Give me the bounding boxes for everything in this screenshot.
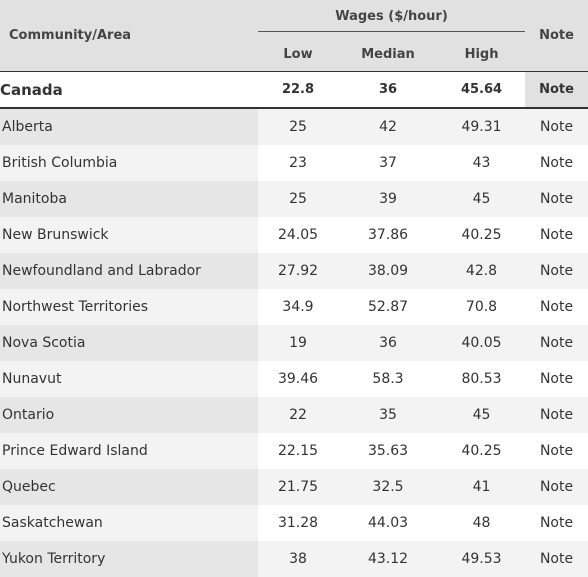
- high-cell: 48: [438, 505, 525, 541]
- median-cell: 58.3: [338, 361, 438, 397]
- high-cell: 41: [438, 469, 525, 505]
- area-cell: Quebec: [0, 469, 258, 505]
- high-cell: 45: [438, 397, 525, 433]
- note-link[interactable]: Note: [525, 541, 588, 577]
- low-cell: 27.92: [258, 253, 338, 289]
- area-cell: Saskatchewan: [0, 505, 258, 541]
- note-link[interactable]: Note: [525, 108, 588, 145]
- national-row: Canada 22.8 36 45.64 Note: [0, 72, 588, 109]
- low-cell: 19: [258, 325, 338, 361]
- low-cell: 22: [258, 397, 338, 433]
- national-area: Canada: [0, 72, 258, 109]
- header-high: High: [438, 38, 525, 72]
- national-high: 45.64: [438, 72, 525, 109]
- median-cell: 37.86: [338, 217, 438, 253]
- area-cell: Alberta: [0, 108, 258, 145]
- high-cell: 49.53: [438, 541, 525, 577]
- note-link[interactable]: Note: [525, 217, 588, 253]
- low-cell: 21.75: [258, 469, 338, 505]
- high-cell: 49.31: [438, 108, 525, 145]
- high-cell: 43: [438, 145, 525, 181]
- area-cell: Nova Scotia: [0, 325, 258, 361]
- area-cell: New Brunswick: [0, 217, 258, 253]
- low-cell: 39.46: [258, 361, 338, 397]
- low-cell: 31.28: [258, 505, 338, 541]
- median-cell: 43.12: [338, 541, 438, 577]
- median-cell: 35.63: [338, 433, 438, 469]
- low-cell: 23: [258, 145, 338, 181]
- note-link[interactable]: Note: [525, 469, 588, 505]
- national-low: 22.8: [258, 72, 338, 109]
- median-cell: 44.03: [338, 505, 438, 541]
- low-cell: 24.05: [258, 217, 338, 253]
- high-cell: 80.53: [438, 361, 525, 397]
- high-cell: 40.05: [438, 325, 525, 361]
- high-cell: 40.25: [438, 217, 525, 253]
- header-community-area: Community/Area: [0, 0, 258, 72]
- area-cell: Northwest Territories: [0, 289, 258, 325]
- median-cell: 35: [338, 397, 438, 433]
- median-cell: 42: [338, 108, 438, 145]
- area-cell: Nunavut: [0, 361, 258, 397]
- low-cell: 25: [258, 108, 338, 145]
- median-cell: 38.09: [338, 253, 438, 289]
- high-cell: 45: [438, 181, 525, 217]
- low-cell: 22.15: [258, 433, 338, 469]
- note-link[interactable]: Note: [525, 289, 588, 325]
- national-note-link[interactable]: Note: [525, 72, 588, 109]
- median-cell: 52.87: [338, 289, 438, 325]
- area-cell: British Columbia: [0, 145, 258, 181]
- area-cell: Newfoundland and Labrador: [0, 253, 258, 289]
- high-cell: 40.25: [438, 433, 525, 469]
- area-cell: Ontario: [0, 397, 258, 433]
- high-cell: 70.8: [438, 289, 525, 325]
- header-median: Median: [338, 38, 438, 72]
- area-cell: Yukon Territory: [0, 541, 258, 577]
- low-cell: 38: [258, 541, 338, 577]
- high-cell: 42.8: [438, 253, 525, 289]
- header-wages-group: Wages ($/hour): [258, 0, 525, 38]
- low-cell: 25: [258, 181, 338, 217]
- wages-table-container: Community/Area Wages ($/hour) Note Low M…: [0, 0, 588, 562]
- table-header: Community/Area Wages ($/hour) Note Low M…: [0, 0, 588, 72]
- area-cell: Prince Edward Island: [0, 433, 258, 469]
- note-link[interactable]: Note: [525, 505, 588, 541]
- median-cell: 37: [338, 145, 438, 181]
- area-cell: Manitoba: [0, 181, 258, 217]
- national-median: 36: [338, 72, 438, 109]
- note-link[interactable]: Note: [525, 433, 588, 469]
- header-wages-label: Wages ($/hour): [258, 9, 525, 32]
- low-cell: 34.9: [258, 289, 338, 325]
- note-link[interactable]: Note: [525, 145, 588, 181]
- header-note: Note: [525, 0, 588, 72]
- median-cell: 32.5: [338, 469, 438, 505]
- note-link[interactable]: Note: [525, 253, 588, 289]
- note-link[interactable]: Note: [525, 181, 588, 217]
- note-link[interactable]: Note: [525, 361, 588, 397]
- median-cell: 39: [338, 181, 438, 217]
- median-cell: 36: [338, 325, 438, 361]
- note-link[interactable]: Note: [525, 325, 588, 361]
- note-link[interactable]: Note: [525, 397, 588, 433]
- header-low: Low: [258, 38, 338, 72]
